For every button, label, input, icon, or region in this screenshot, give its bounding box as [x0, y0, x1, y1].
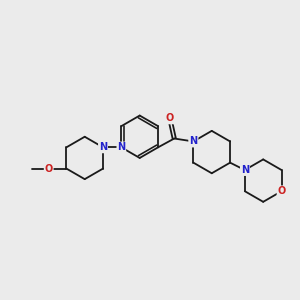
Text: O: O	[166, 113, 174, 124]
Text: N: N	[99, 142, 107, 152]
Text: N: N	[99, 142, 107, 152]
Text: N: N	[241, 165, 249, 175]
Text: N: N	[117, 142, 125, 152]
Text: O: O	[45, 164, 53, 173]
Text: N: N	[189, 136, 197, 146]
Text: N: N	[241, 165, 249, 175]
Text: O: O	[278, 186, 286, 196]
Text: N: N	[189, 136, 197, 146]
